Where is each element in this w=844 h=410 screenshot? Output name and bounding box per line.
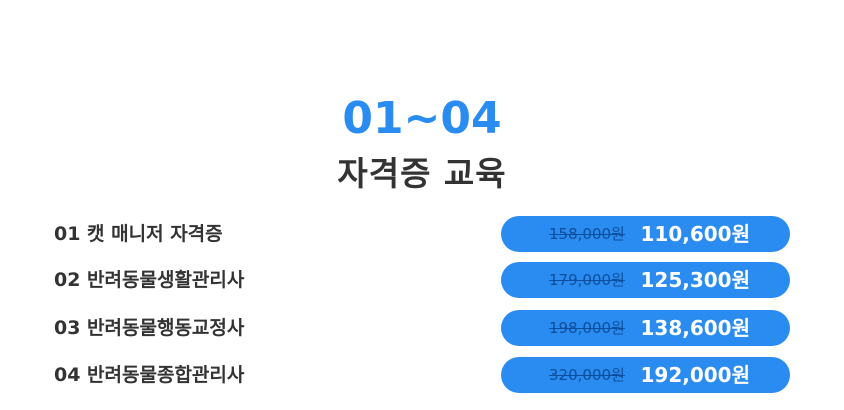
section-title: 자격증 교육	[337, 154, 507, 193]
price-pill[interactable]: 179,000원 125,300원	[501, 262, 790, 298]
sale-price: 138,600원	[640, 316, 751, 340]
course-name: 02 반려동물생활관리사	[54, 269, 245, 291]
original-price: 198,000원	[549, 319, 625, 337]
original-price: 320,000원	[549, 366, 625, 384]
course-name: 01 캣 매니저 자격증	[54, 223, 223, 245]
original-price: 179,000원	[549, 271, 625, 289]
course-range-heading: 01~04	[342, 93, 502, 144]
sale-price: 125,300원	[640, 268, 751, 292]
original-price: 158,000원	[549, 225, 625, 243]
course-name: 03 반려동물행동교정사	[54, 317, 245, 339]
course-name: 04 반려동물종합관리사	[54, 364, 245, 386]
course-row: 03 반려동물행동교정사 198,000원 138,600원	[0, 310, 844, 346]
course-row: 04 반려동물종합관리사 320,000원 192,000원	[0, 357, 844, 393]
price-pill[interactable]: 158,000원 110,600원	[501, 216, 790, 252]
course-row: 02 반려동물생활관리사 179,000원 125,300원	[0, 262, 844, 298]
sale-price: 110,600원	[640, 222, 751, 246]
price-pill[interactable]: 320,000원 192,000원	[501, 357, 790, 393]
price-pill[interactable]: 198,000원 138,600원	[501, 310, 790, 346]
course-row: 01 캣 매니저 자격증 158,000원 110,600원	[0, 216, 844, 252]
sale-price: 192,000원	[640, 363, 751, 387]
